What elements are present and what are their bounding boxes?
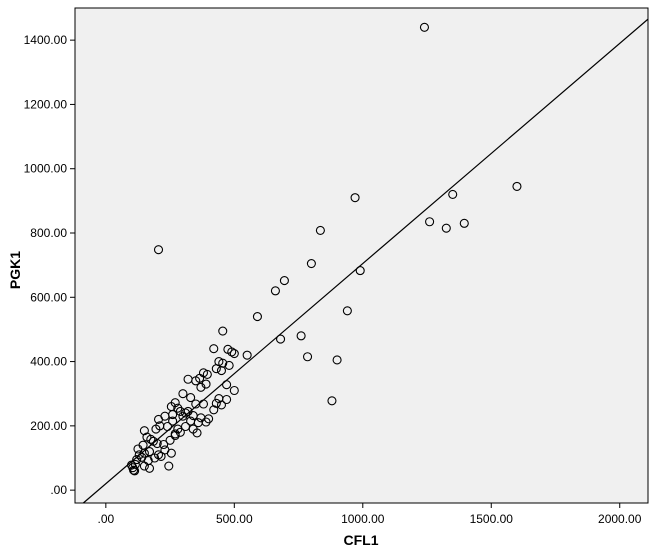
y-tick-label: 800.00 — [30, 226, 67, 240]
data-point — [204, 414, 214, 424]
data-point — [134, 450, 144, 460]
y-tick-label: 400.00 — [30, 355, 67, 369]
data-point — [129, 465, 139, 475]
data-point — [144, 463, 155, 473]
data-point — [229, 348, 239, 359]
data-point — [162, 421, 173, 432]
data-points — [126, 22, 522, 476]
data-point — [165, 435, 175, 445]
data-point — [156, 451, 166, 461]
data-point — [139, 426, 149, 436]
data-point — [302, 352, 313, 362]
data-point — [270, 286, 280, 296]
data-point — [173, 424, 183, 434]
x-tick-label: 2000.00 — [598, 512, 642, 526]
y-tick-label: 1000.00 — [24, 162, 68, 176]
data-point — [168, 416, 178, 426]
y-axis-ticks: .00 200.00 400.00 600.00 800.00 1000.00 1200.0… — [24, 33, 75, 497]
data-point — [224, 360, 234, 370]
data-point — [448, 189, 458, 199]
data-point — [130, 466, 140, 476]
fit-line — [82, 18, 649, 504]
data-point — [306, 258, 316, 269]
data-point — [327, 396, 337, 406]
data-point — [153, 245, 164, 255]
data-point — [186, 393, 196, 403]
y-axis-title: PGK1 — [7, 251, 23, 289]
data-point — [192, 428, 202, 438]
data-point — [133, 444, 143, 454]
data-point — [218, 326, 228, 336]
data-point — [173, 403, 183, 413]
data-point — [459, 218, 469, 228]
y-tick-label: 1200.00 — [24, 97, 68, 111]
data-point — [209, 344, 219, 354]
data-point — [183, 406, 193, 416]
data-point — [441, 223, 451, 233]
data-point — [425, 217, 435, 227]
data-point — [198, 399, 209, 409]
x-axis-ticks: .00 500.00 1000.00 1500.00 2000.00 — [97, 503, 642, 526]
data-point — [342, 306, 352, 316]
data-point — [166, 448, 176, 458]
data-point — [222, 380, 232, 390]
data-point — [211, 364, 221, 374]
data-point — [130, 459, 140, 469]
data-point — [196, 382, 206, 392]
data-point — [175, 427, 185, 437]
data-point — [191, 376, 201, 386]
data-point — [178, 411, 188, 421]
data-point — [279, 276, 289, 286]
fit-line-group — [82, 18, 649, 504]
x-axis-title: CFL1 — [344, 532, 379, 548]
data-point — [419, 22, 430, 32]
plot-area — [74, 7, 649, 504]
y-tick-label: .00 — [50, 483, 67, 497]
data-point — [211, 398, 221, 408]
data-point — [216, 400, 227, 410]
y-tick-label: 600.00 — [30, 290, 67, 304]
x-tick-label: 1500.00 — [470, 512, 514, 526]
data-point — [315, 225, 325, 235]
x-tick-label: .00 — [97, 512, 114, 526]
data-point — [216, 366, 227, 376]
data-point — [350, 193, 360, 203]
data-point — [229, 385, 239, 396]
data-point — [332, 355, 342, 365]
data-point — [296, 331, 306, 341]
data-point — [355, 266, 365, 276]
data-point — [512, 181, 522, 191]
data-point — [168, 410, 178, 420]
data-point — [178, 389, 188, 399]
data-point — [164, 461, 174, 471]
data-point — [150, 453, 160, 463]
data-point — [139, 461, 149, 471]
data-point — [276, 334, 286, 344]
data-point — [153, 414, 164, 424]
data-point — [223, 344, 233, 354]
data-point — [170, 430, 180, 441]
y-tick-label: 200.00 — [30, 419, 67, 433]
data-point — [201, 379, 211, 389]
data-point — [201, 417, 211, 427]
data-point — [222, 394, 232, 405]
x-tick-label: 500.00 — [216, 512, 253, 526]
data-point — [202, 369, 212, 379]
x-tick-label: 1000.00 — [341, 512, 385, 526]
data-point — [159, 439, 169, 450]
data-point — [252, 312, 262, 322]
data-point — [209, 405, 219, 415]
data-point — [132, 455, 142, 465]
data-point — [152, 438, 162, 449]
data-point — [242, 350, 252, 360]
data-point — [144, 447, 155, 457]
y-tick-label: 1400.00 — [24, 33, 68, 47]
data-point — [146, 434, 156, 444]
data-point — [151, 424, 161, 434]
